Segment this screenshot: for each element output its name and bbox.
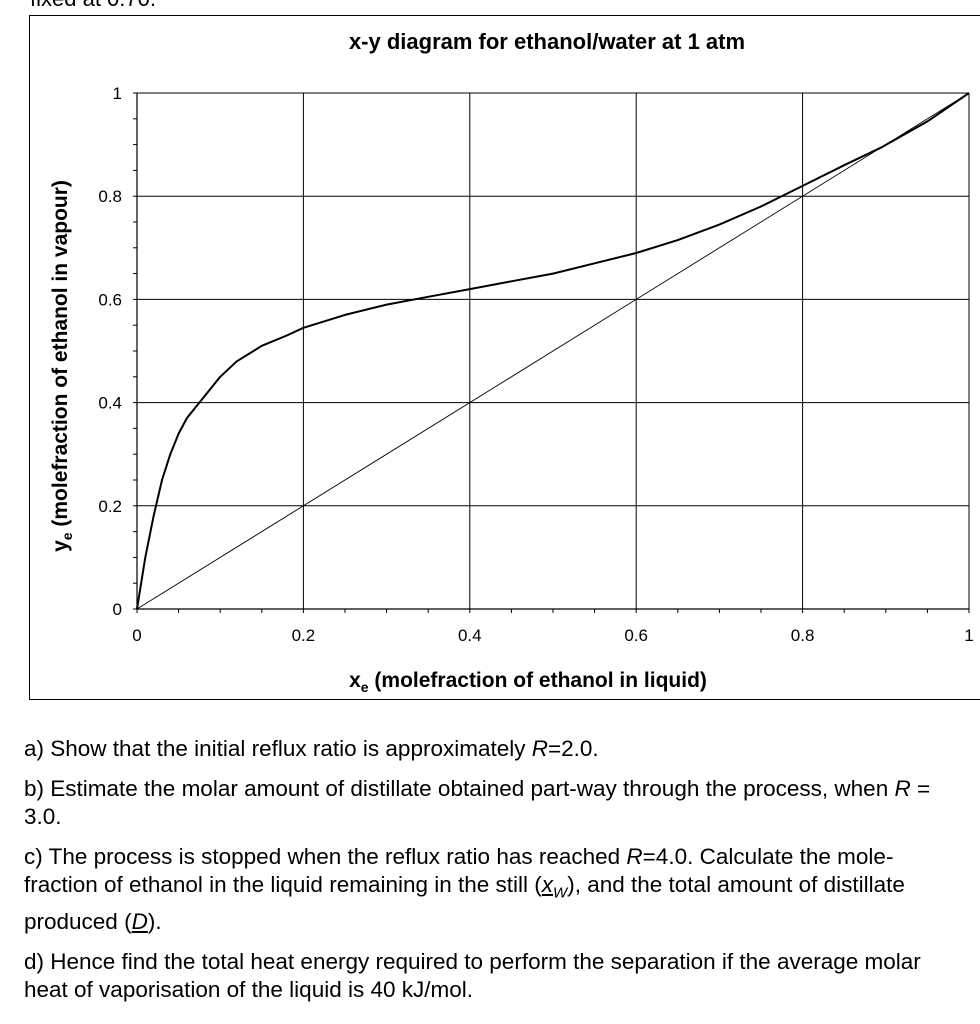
x-tick-label: 1 <box>964 626 973 645</box>
question-b-suffix: = 3.0. <box>24 776 931 829</box>
question-c-xw-symbol: x <box>541 872 554 897</box>
diagonal-line <box>136 92 970 610</box>
question-a-prefix: a) Show that the initial reflux ratio is… <box>24 736 532 761</box>
x-tick-label: 0.4 <box>458 626 482 645</box>
question-c-part1: c) The process is stopped when the reflu… <box>24 844 627 869</box>
question-c: c) The process is stopped when the reflu… <box>24 843 964 936</box>
y-axis-label: ye (molefraction of ethanol in vapour) <box>49 180 75 552</box>
question-c-var: R <box>626 844 643 869</box>
question-c-xw: xW <box>541 872 567 902</box>
question-d: d) Hence find the total heat energy requ… <box>24 948 964 1004</box>
x-tick-label: 0.2 <box>292 626 316 645</box>
x-tick-label: 0.8 <box>791 626 815 645</box>
question-c-part2: =4.0. Calculate the mole-fraction of eth… <box>24 844 894 897</box>
x-tick-label: 0.6 <box>624 626 648 645</box>
page-top-fragment: fixed at 0.70. <box>30 0 156 12</box>
question-c-part3: ), and the total amount of distillate pr… <box>24 872 905 934</box>
question-a-var: R <box>531 736 548 761</box>
question-d-text: d) Hence find the total heat energy requ… <box>24 948 921 1002</box>
equilibrium-curve <box>136 92 970 610</box>
x-axis-label: xe (molefraction of ethanol in liquid) <box>349 669 707 695</box>
question-b-prefix: b) Estimate the molar amount of distilla… <box>24 776 895 801</box>
y-tick-label: 0 <box>113 600 122 619</box>
y-tick-label: 1 <box>113 84 122 103</box>
question-a: a) Show that the initial reflux ratio is… <box>24 735 964 763</box>
question-b-var: R <box>894 776 911 801</box>
question-c-xw-sub: W <box>553 884 568 902</box>
chart-frame: x-y diagram for ethanol/water at 1 atm 0 0… <box>29 15 980 700</box>
y-tick-label: 0.8 <box>98 187 122 206</box>
question-c-d: D <box>131 908 148 934</box>
chart-title: x-y diagram for ethanol/water at 1 atm <box>349 29 745 54</box>
y-tick-label: 0.6 <box>98 290 122 309</box>
question-a-suffix: =2.0. <box>547 736 599 761</box>
y-tick-label: 0.4 <box>98 394 122 413</box>
x-tick-label: 0 <box>132 626 141 645</box>
y-tick-label: 0.2 <box>98 497 122 516</box>
question-c-part4: ). <box>147 908 162 934</box>
question-list: a) Show that the initial reflux ratio is… <box>24 735 964 1016</box>
question-b: b) Estimate the molar amount of distilla… <box>24 775 964 831</box>
